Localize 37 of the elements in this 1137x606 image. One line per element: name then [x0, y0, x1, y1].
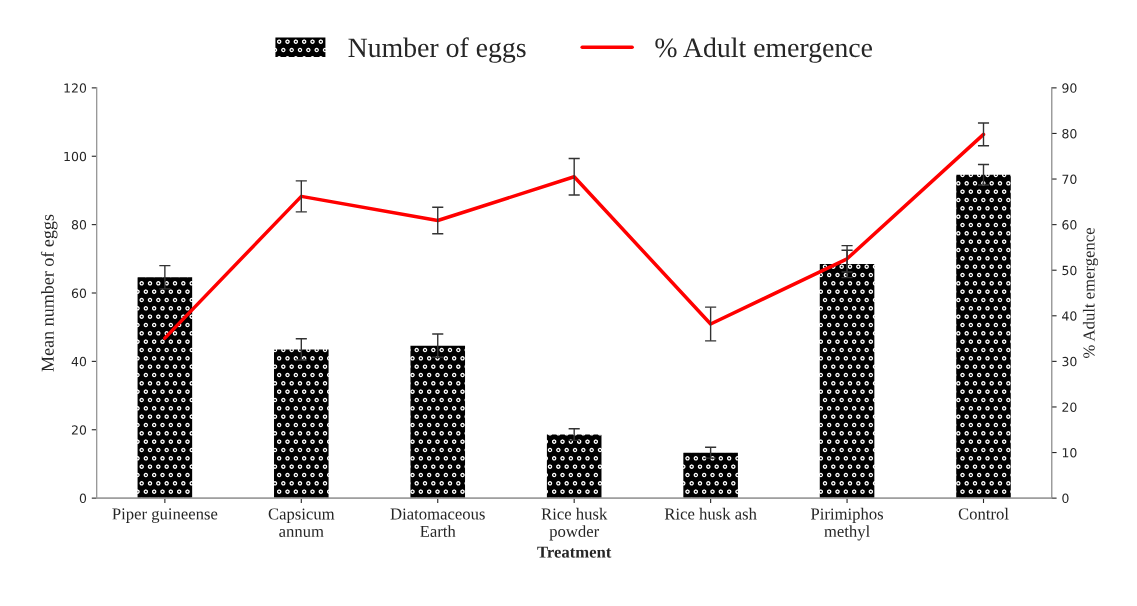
y2-tick-label: 10 [1062, 448, 1077, 458]
y2-tick-label: 20 [1062, 402, 1077, 412]
y2-tick-label: 0 [1062, 493, 1069, 504]
y-tick-label: 100 [64, 151, 87, 162]
x-tick-label: Control [958, 507, 1009, 520]
line-series [163, 132, 986, 340]
x-tick-label: Piper guineense [112, 508, 218, 523]
y2-tick-label: 30 [1062, 356, 1077, 367]
y-tick-label: 40 [71, 356, 87, 367]
y2-tick-label: 40 [1062, 311, 1077, 321]
x-tick-label: Rice husk powder [541, 507, 608, 541]
legend-label: % Adult emergence [655, 37, 872, 63]
y-axis-title: Mean number of eggs [40, 214, 58, 372]
bar [956, 174, 1011, 499]
y2-tick-label: 70 [1062, 174, 1077, 184]
y2-tick-label: 60 [1062, 220, 1077, 230]
bar [819, 263, 875, 499]
bar [274, 349, 329, 499]
y-tick-label: 80 [71, 220, 87, 230]
x-axis-title: Treatment [537, 546, 612, 558]
legend-label: Number of eggs [348, 37, 526, 63]
x-tick-label: Rice husk ash [664, 507, 757, 520]
y-tick-label: 0 [79, 493, 87, 504]
y2-tick-label: 80 [1062, 128, 1077, 139]
x-tick-label: Pirimiphos methyl [810, 507, 884, 541]
y-tick-label: 60 [71, 288, 87, 298]
y2-tick-label: 50 [1062, 265, 1077, 276]
y2-tick-label: 90 [1062, 83, 1077, 93]
y-tick-label: 20 [71, 425, 87, 435]
bar [137, 277, 193, 499]
bar [546, 434, 602, 499]
bar [410, 345, 466, 499]
y2-axis-title: % Adult emergence [1082, 228, 1099, 358]
bar [683, 452, 738, 499]
y-tick-label: 120 [64, 83, 87, 93]
x-tick-label: Capsicum annum [268, 508, 335, 538]
x-tick-label: Diatomaceous Earth [390, 508, 485, 538]
